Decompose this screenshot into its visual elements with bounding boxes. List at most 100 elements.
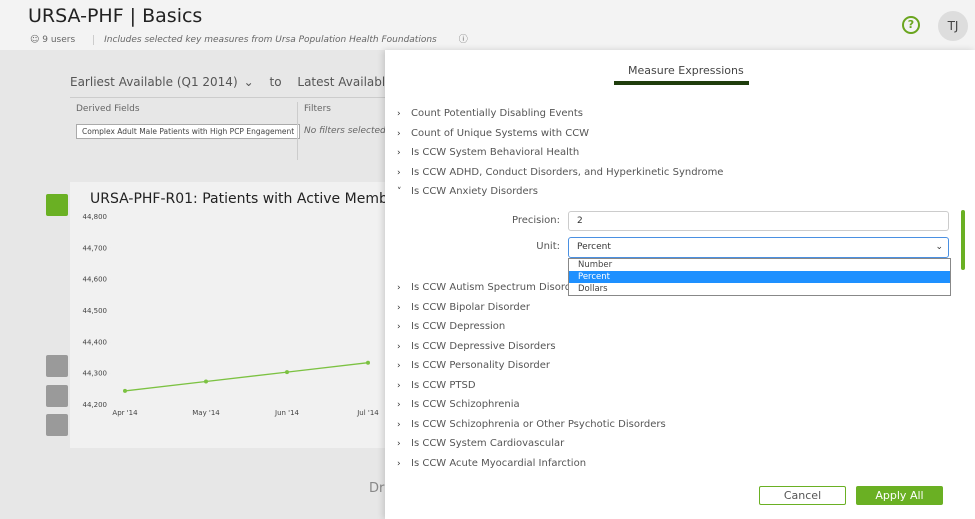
start-date[interactable]: Earliest Available (Q1 2014)	[70, 75, 238, 89]
measure-name: Is CCW Depressive Disorders	[411, 340, 556, 352]
chevron: ›	[397, 109, 401, 119]
precision-input[interactable]: 2	[568, 211, 949, 231]
filters-empty: No filters selected	[304, 126, 386, 136]
y-tick-label: 44,300	[83, 370, 108, 378]
measure-name: Is CCW Anxiety Disorders	[411, 186, 538, 197]
measure-item[interactable]: › Is CCW System Behavioral Health	[397, 147, 579, 158]
chevron: ˅	[397, 187, 402, 197]
option[interactable]: Percent	[569, 271, 950, 283]
y-tick-label: 44,600	[83, 276, 108, 284]
unit-value: Percent	[577, 242, 611, 252]
chevron: ›	[397, 322, 401, 332]
measure-item[interactable]: › Is CCW PTSD	[397, 380, 476, 391]
filters-label: Filters	[304, 104, 331, 114]
point	[204, 379, 208, 384]
point	[366, 360, 370, 365]
measure-name: Count of Unique Systems with CCW	[411, 127, 590, 139]
title: URSA-PHF | Basics	[28, 5, 203, 27]
info-icon[interactable]: ⓘ	[458, 35, 468, 45]
option[interactable]: Dollars	[578, 284, 608, 294]
measure-item[interactable]: › Is CCW Depressive Disorders	[397, 341, 556, 352]
derived-fields-label: Derived Fields	[76, 104, 140, 114]
side-panel: Measure Expressions › Count Potentially D…	[385, 50, 975, 519]
x-tick-label: Jul '14	[356, 409, 379, 417]
measure-item[interactable]: › Is CCW Schizophrenia or Other Psychotic…	[397, 419, 666, 430]
measure-item[interactable]: › Is CCW Schizophrenia	[397, 399, 520, 410]
measure-name: Is CCW Acute Myocardial Infarction	[411, 457, 587, 469]
chevron: ›	[397, 458, 401, 469]
chart-card	[70, 182, 400, 448]
tool-icon[interactable]	[46, 385, 68, 407]
y-tick-label: 44,800	[83, 213, 108, 221]
precision-label: Precision:	[512, 215, 560, 226]
measure-name: Is CCW Schizophrenia	[411, 399, 520, 410]
divider	[297, 102, 298, 160]
avatar[interactable]: TJ	[938, 11, 968, 41]
measure-name: Is CCW ADHD, Conduct Disorders, and Hype…	[411, 166, 724, 178]
subtitle: ☺ 9 users Includes selected key measures …	[30, 35, 468, 45]
tab-underline	[614, 81, 749, 85]
option[interactable]: Number	[578, 260, 613, 270]
description: Includes selected key measures from Ursa…	[93, 35, 437, 45]
chevron: ›	[397, 400, 401, 410]
y-tick-label: 44,400	[83, 338, 108, 346]
measure-name: Is CCW System Behavioral Health	[411, 147, 580, 158]
x-tick-label: May '14	[192, 409, 220, 417]
chevron: ›	[397, 148, 401, 158]
chevron: ›	[397, 341, 401, 352]
cancel-button[interactable]: Cancel	[759, 486, 846, 505]
point	[123, 388, 127, 393]
measure-item[interactable]: › Is CCW ADHD, Conduct Disorders, and Hyp…	[397, 167, 723, 178]
measure-item[interactable]: › Is CCW Depression	[397, 321, 505, 332]
y-tick-label: 44,200	[83, 401, 108, 409]
measure-name: Is CCW PTSD	[411, 379, 476, 391]
group-icon[interactable]	[46, 194, 68, 216]
chevron: ›	[397, 167, 401, 178]
tool-icon[interactable]	[46, 355, 68, 377]
measure-name: Is CCW System Cardiovascular	[411, 438, 565, 449]
unit-options: Number Percent Dollars	[568, 258, 951, 296]
measure-item[interactable]: › Is CCW Acute Myocardial Infarction	[397, 458, 586, 469]
chevron: ⌄	[935, 242, 943, 252]
measure-name: Is CCW Schizophrenia or Other Psychotic …	[411, 418, 666, 430]
header: URSA-PHF | Basics ☺ 9 users Includes sele…	[0, 0, 975, 50]
chevron: ›	[397, 419, 401, 430]
scrollbar[interactable]	[961, 210, 965, 270]
chevron: ›	[397, 302, 401, 313]
x-tick-label: Apr '14	[112, 409, 138, 417]
tab[interactable]: Measure Expressions	[628, 64, 744, 77]
measure-name: Is CCW Personality Disorder	[411, 360, 551, 371]
help-button[interactable]: ?	[902, 16, 920, 34]
chevron: ›	[397, 439, 401, 449]
x-tick-label: Jun '14	[274, 409, 300, 417]
fields-panel: Derived Fields Complex Adult Male Patien…	[70, 97, 390, 162]
measure-item[interactable]: › Count Potentially Disabling Events	[397, 108, 583, 119]
tool-icon[interactable]	[46, 414, 68, 436]
chevron: ›	[397, 361, 401, 371]
unit-label: Unit:	[536, 241, 560, 252]
apply-button[interactable]: Apply All	[856, 486, 943, 505]
unit-select[interactable]: Percent ⌄	[568, 237, 949, 258]
users: 9 users	[42, 35, 76, 45]
point	[285, 370, 289, 375]
separator: to	[269, 75, 282, 89]
chart-title: URSA-PHF-R01: Patients with Active Membe…	[90, 191, 400, 207]
measure-item[interactable]: › Is CCW Personality Disorder	[397, 360, 550, 371]
measure-item[interactable]: › Count of Unique Systems with CCW	[397, 128, 589, 139]
chevron: ›	[397, 128, 401, 139]
chip[interactable]: Complex Adult Male Patients with High PC…	[76, 124, 301, 139]
chevron[interactable]: ⌄	[243, 75, 254, 89]
chevron: ›	[397, 380, 401, 391]
measure-item[interactable]: › Is CCW Autism Spectrum Disorder	[397, 282, 581, 293]
measure-item[interactable]: › Is CCW Bipolar Disorder	[397, 302, 530, 313]
y-tick-label: 44,700	[83, 244, 108, 252]
line	[124, 362, 369, 392]
measure-item[interactable]: › Is CCW System Cardiovascular	[397, 438, 564, 449]
measure-item[interactable]: ˅ Is CCW Anxiety Disorders	[397, 186, 538, 197]
measure-name: Is CCW Bipolar Disorder	[411, 301, 531, 313]
measure-name: Is CCW Autism Spectrum Disorder	[411, 282, 582, 293]
y-tick-label: 44,500	[83, 307, 108, 315]
chevron: ›	[397, 283, 401, 293]
chart: URSA-PHF-R01: Patients with Active Membe…	[83, 191, 401, 417]
